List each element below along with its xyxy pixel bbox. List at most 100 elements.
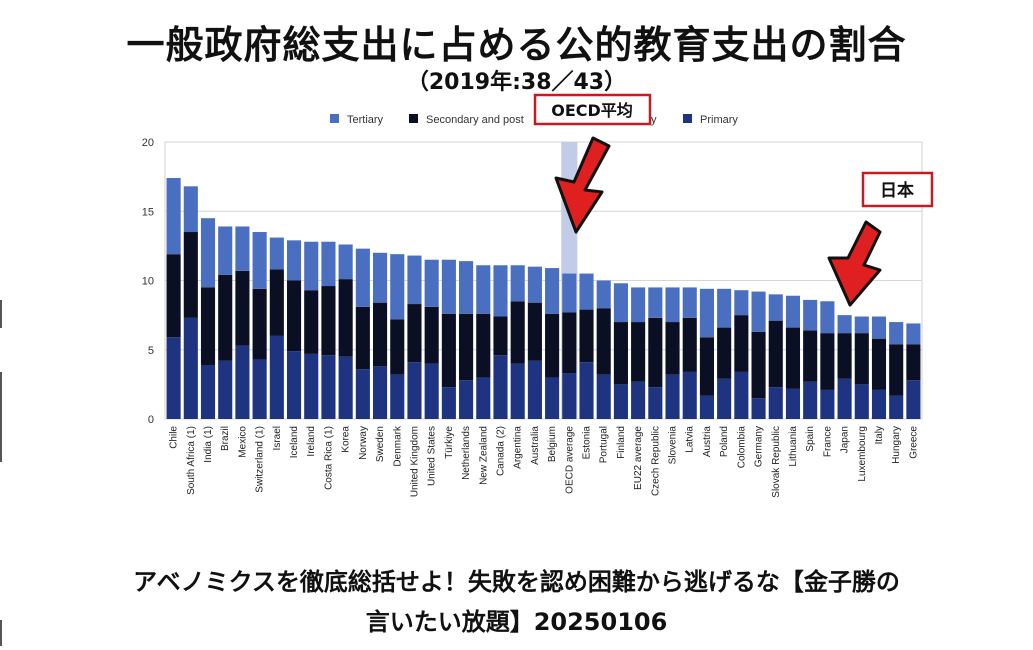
bar-primary [562,373,577,419]
bar-tertiary [734,290,749,316]
bar-primary [699,395,714,419]
bar-secondary [286,280,302,352]
bar-secondary [734,315,749,372]
x-tick-label: Sweden [375,426,386,462]
bar-secondary [269,269,284,336]
bar-primary [682,371,697,419]
bar-secondary [717,327,732,379]
x-tick-label: Latvia [685,426,696,453]
oecd-callout-label: OECD平均 [551,101,633,120]
bar-primary [768,387,783,419]
x-tick-label: Costa Rica (1) [323,426,334,490]
bar-primary [166,337,181,419]
bar-secondary [235,270,250,346]
bar-secondary [854,333,869,385]
x-tick-label: Estonia [582,426,593,460]
bar-tertiary [785,295,801,328]
bar-secondary [424,306,439,364]
bar-tertiary [596,280,611,309]
bar-tertiary [820,301,835,334]
bar-secondary [476,313,491,378]
bar-secondary [665,322,680,375]
bar-tertiary [837,315,852,334]
bar-secondary [699,337,714,396]
bar-primary [183,317,198,419]
y-tick-label: 10 [142,276,154,288]
bar-primary [596,374,611,419]
bar-tertiary [699,288,714,338]
bar-primary [665,374,680,419]
bar-primary [648,387,663,419]
bar-primary [424,363,439,419]
bar-primary [545,377,560,419]
bar-tertiary [579,273,594,310]
bar-tertiary [459,261,474,314]
bar-secondary [183,232,198,318]
bar-primary [218,360,233,419]
bar-secondary [562,312,577,374]
video-caption: アベノミクスを徹底総括せよ！失敗を認め困難から逃げるな【金子勝の 言いたい放題】… [0,562,1033,642]
bar-tertiary [717,288,732,328]
bar-tertiary [183,186,198,233]
bar-tertiary [751,291,766,332]
x-tick-label: Australia [530,426,541,465]
bar-primary [751,398,766,419]
bar-secondary [200,287,216,365]
bar-secondary [889,344,904,396]
bar-tertiary [906,323,921,345]
x-tick-label: Poland [719,426,730,457]
bar-secondary [785,327,801,389]
bar-tertiary [235,226,250,271]
y-tick-label: 20 [142,137,154,149]
bar-secondary [510,301,525,364]
legend: Tertiary Secondary and post Primary y [330,114,738,126]
bar-secondary [338,279,353,357]
bar-secondary [820,333,835,390]
bar-primary [820,389,835,419]
bar-secondary [527,302,542,361]
bar-primary [734,371,749,419]
x-tick-label: India (1) [203,426,214,463]
x-tick-label: Chile [169,426,180,449]
x-tick-label: Brazil [220,426,231,451]
bar-tertiary [768,294,783,321]
bar-primary [269,335,284,419]
caption-line-2: 言いたい放題】20250106 [365,608,668,636]
bar-tertiary [338,244,353,280]
bar-secondary [441,313,456,388]
legend-label: Primary [700,114,738,126]
bar-primary [510,363,525,419]
bar-primary [717,378,732,419]
bar-tertiary [200,218,216,288]
bar-tertiary [510,265,525,302]
bar-tertiary [613,283,628,323]
bar-primary [889,395,904,419]
bar-secondary [373,302,388,367]
bar-secondary [166,254,181,338]
y-tick-label: 0 [148,414,154,426]
bar-secondary [545,313,560,378]
chart-subtitle: （2019年:38／43） [406,70,627,95]
bar-primary [837,378,852,419]
x-tick-label: Ireland [306,426,317,457]
bar-tertiary [286,240,302,281]
x-tick-label: Portugal [599,426,610,463]
bar-tertiary [304,241,319,291]
bar-secondary [648,317,663,388]
bar-secondary [407,304,422,363]
bar-primary [407,362,422,419]
bar-primary [235,345,250,419]
bar-primary [459,380,474,419]
x-tick-label: Denmark [392,425,403,467]
bar-primary [390,374,405,419]
bar-primary [493,355,508,419]
bar-primary [803,381,818,419]
bar-tertiary [218,226,233,275]
bar-tertiary [355,248,370,307]
x-tick-label: Japan [840,426,851,453]
y-tick-label: 15 [142,206,154,218]
caption-line-1: アベノミクスを徹底総括せよ！失敗を認め困難から逃げるな【金子勝の [133,568,900,596]
bar-tertiary [373,252,388,303]
x-tick-label: Italy [874,426,885,444]
